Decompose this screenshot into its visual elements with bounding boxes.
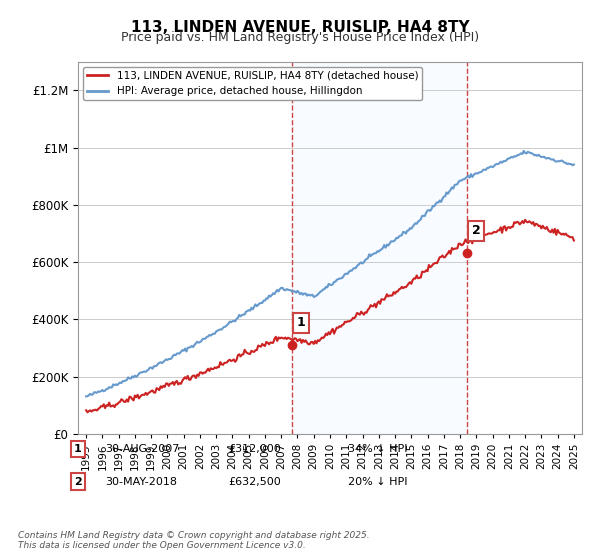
Text: 2: 2 (472, 224, 481, 237)
Text: £632,500: £632,500 (228, 477, 281, 487)
Text: Price paid vs. HM Land Registry's House Price Index (HPI): Price paid vs. HM Land Registry's House … (121, 31, 479, 44)
Text: 1: 1 (297, 316, 306, 329)
Text: 113, LINDEN AVENUE, RUISLIP, HA4 8TY: 113, LINDEN AVENUE, RUISLIP, HA4 8TY (131, 20, 469, 35)
Legend: 113, LINDEN AVENUE, RUISLIP, HA4 8TY (detached house), HPI: Average price, detac: 113, LINDEN AVENUE, RUISLIP, HA4 8TY (de… (83, 67, 422, 100)
Text: 30-AUG-2007: 30-AUG-2007 (105, 444, 179, 454)
Text: £312,000: £312,000 (228, 444, 281, 454)
Text: 34% ↓ HPI: 34% ↓ HPI (348, 444, 407, 454)
Text: 2: 2 (74, 477, 82, 487)
Text: Contains HM Land Registry data © Crown copyright and database right 2025.
This d: Contains HM Land Registry data © Crown c… (18, 530, 370, 550)
Text: 30-MAY-2018: 30-MAY-2018 (105, 477, 177, 487)
Text: 20% ↓ HPI: 20% ↓ HPI (348, 477, 407, 487)
Bar (292, 62, 467, 434)
Text: 1: 1 (74, 444, 82, 454)
